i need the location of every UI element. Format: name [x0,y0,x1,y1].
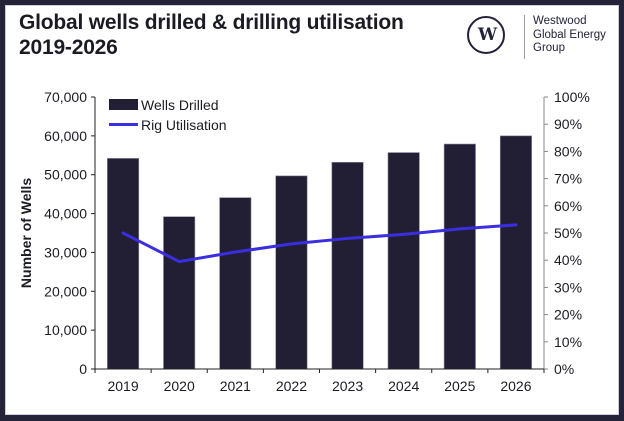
logo-text-line: Westwood [533,15,587,27]
x-tick-label: 2023 [332,378,363,394]
y-axis-label: Number of Wells [18,178,34,288]
logo-text: Westwood Global Energy Group [533,15,606,56]
x-tick-label: 2024 [388,378,419,394]
y-tick-label-right: 100% [554,89,590,105]
bar-wells-drilled-2019 [107,158,140,370]
bar-wells-drilled-2020 [163,216,196,370]
x-tick-label: 2019 [107,378,138,394]
legend-swatch-wells-drilled [109,99,138,110]
bar-wells-drilled-2023 [331,161,364,370]
bar-wells-drilled-2021 [219,197,252,370]
y-tick-label-right: 80% [554,143,582,159]
chart-title: Global wells drilled & drilling utilisat… [19,10,404,60]
y-tick-label-left: 30,000 [44,244,87,260]
x-tick-label: 2025 [444,378,475,394]
y-tick-label-right: 60% [554,198,582,214]
y-tick-label-right: 0% [554,361,574,377]
y-tick-label-right: 90% [554,116,582,132]
y-tick-label-left: 20,000 [44,283,87,299]
bar-wells-drilled-2024 [387,152,420,370]
x-tick-label: 2022 [276,378,307,394]
y-tick-label-left: 0 [79,361,87,377]
legend-label-wells-drilled: Wells Drilled [141,97,219,113]
y-tick-label-left: 40,000 [44,206,87,222]
logo-text-line: Group [533,42,565,54]
title-line-1: Global wells drilled & drilling utilisat… [19,11,404,34]
y-tick-label-right: 20% [554,307,582,323]
y-tick-label-right: 50% [554,225,582,241]
logo-divider [524,15,525,59]
legend: Wells Drilled Rig Utilisation [109,97,227,133]
westwood-w-logo-icon: W [467,16,505,54]
westwood-logo: W Westwood Global Energy Group [464,12,614,62]
y-tick-label-left: 60,000 [44,128,87,144]
y-tick-label-left: 10,000 [44,322,87,338]
x-tick-label: 2020 [164,378,195,394]
y-tick-label-right: 30% [554,279,582,295]
y-tick-label-left: 50,000 [44,167,87,183]
bar-wells-drilled-2026 [499,135,532,370]
bar-wells-drilled-2022 [275,175,308,370]
y-tick-label-right: 40% [554,252,582,268]
title-line-2: 2019-2026 [19,36,118,59]
y-tick-label-right: 10% [554,334,582,350]
logo-mark: W [477,25,497,45]
x-tick-label: 2026 [500,378,531,394]
x-tick-label: 2021 [220,378,251,394]
logo-text-line: Global Energy [533,28,606,41]
bar-wells-drilled-2025 [443,143,476,370]
y-tick-label-left: 70,000 [44,89,87,105]
legend-label-rig-utilisation: Rig Utilisation [141,117,227,133]
y-tick-label-right: 70% [554,171,582,187]
line-rig-utilisation [121,223,518,264]
